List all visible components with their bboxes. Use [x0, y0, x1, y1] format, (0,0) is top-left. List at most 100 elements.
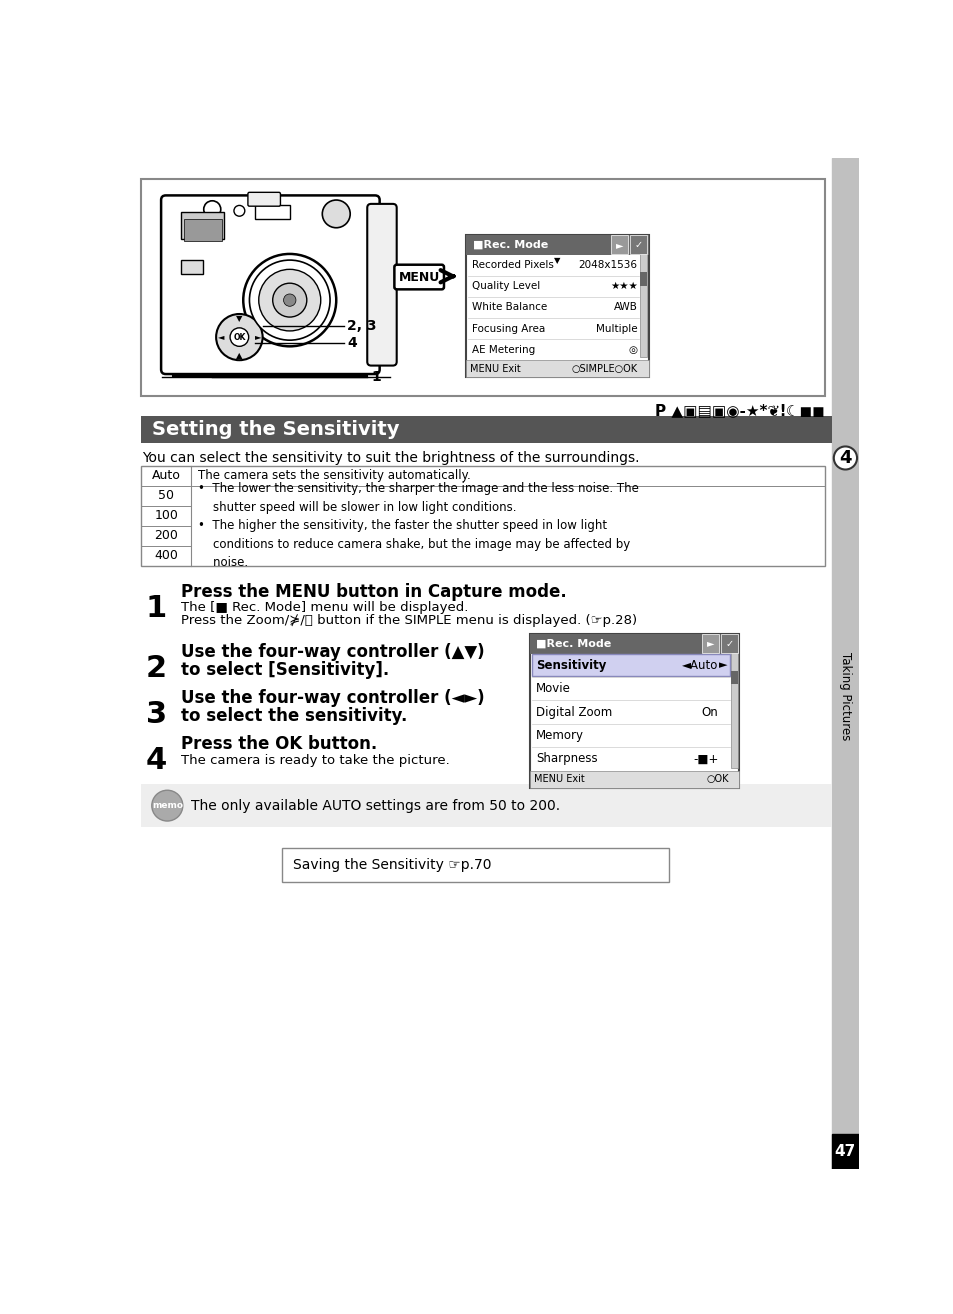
- FancyBboxPatch shape: [161, 196, 379, 374]
- FancyBboxPatch shape: [248, 192, 280, 206]
- Text: 50: 50: [158, 489, 174, 502]
- Bar: [530, 770, 739, 787]
- Bar: [141, 465, 823, 566]
- FancyBboxPatch shape: [367, 204, 396, 365]
- Text: ▼: ▼: [236, 314, 242, 323]
- Circle shape: [152, 790, 183, 821]
- Circle shape: [243, 254, 335, 347]
- Bar: [254, 205, 290, 218]
- Text: AE Metering: AE Metering: [472, 344, 535, 355]
- Text: The camera is ready to take the picture.: The camera is ready to take the picture.: [181, 754, 450, 766]
- Text: 1: 1: [146, 594, 167, 623]
- Text: Sharpness: Sharpness: [536, 753, 598, 765]
- Text: ○SIMPLE○OK: ○SIMPLE○OK: [571, 364, 637, 373]
- Circle shape: [322, 200, 350, 227]
- Circle shape: [249, 260, 330, 340]
- Text: MENU: MENU: [398, 271, 439, 284]
- Text: 1: 1: [371, 371, 380, 384]
- Text: MENU Exit: MENU Exit: [470, 364, 520, 373]
- Text: ▲: ▲: [236, 351, 242, 360]
- Text: ■Rec. Mode: ■Rec. Mode: [472, 239, 547, 250]
- Bar: [730, 650, 737, 767]
- Bar: [701, 635, 719, 653]
- Text: ✓: ✓: [724, 639, 733, 649]
- Text: ▼: ▼: [554, 256, 560, 265]
- Text: ◄: ◄: [217, 332, 224, 342]
- Text: Recorded Pixels: Recorded Pixels: [472, 260, 553, 271]
- Text: memo: memo: [152, 802, 183, 811]
- Text: ○OK: ○OK: [706, 774, 728, 784]
- Text: ◄Auto: ◄Auto: [681, 658, 718, 671]
- Bar: [639, 272, 646, 285]
- Text: 47: 47: [834, 1144, 855, 1159]
- Text: P ▲▣▤▣◉-★*❦ǃ☾◼◼: P ▲▣▤▣◉-★*❦ǃ☾◼◼: [654, 402, 823, 418]
- Circle shape: [833, 447, 856, 469]
- Circle shape: [216, 314, 262, 360]
- Bar: [181, 260, 203, 273]
- Text: Use the four-way controller (▲▼): Use the four-way controller (▲▼): [181, 643, 484, 661]
- Text: OK: OK: [233, 332, 245, 342]
- Text: Press the OK button.: Press the OK button.: [181, 735, 377, 753]
- Circle shape: [283, 294, 295, 306]
- Text: Focusing Area: Focusing Area: [472, 323, 544, 334]
- Text: The camera sets the sensitivity automatically.: The camera sets the sensitivity automati…: [197, 469, 470, 482]
- Circle shape: [233, 205, 245, 217]
- Bar: [141, 784, 831, 827]
- Circle shape: [230, 328, 249, 347]
- Text: Saving the Sensitivity ☞p.70: Saving the Sensitivity ☞p.70: [293, 858, 491, 872]
- Text: Use the four-way controller (◄►): Use the four-way controller (◄►): [181, 689, 484, 707]
- Text: -■+: -■+: [692, 753, 718, 765]
- Bar: [466, 235, 648, 255]
- Text: ►: ►: [706, 639, 714, 649]
- Text: 4: 4: [146, 746, 167, 775]
- Text: AWB: AWB: [613, 302, 637, 313]
- Text: Press the MENU button in Capture mode.: Press the MENU button in Capture mode.: [181, 582, 566, 600]
- Bar: [720, 635, 737, 653]
- Text: ►: ►: [254, 332, 261, 342]
- Text: ►: ►: [719, 660, 727, 670]
- Text: Quality Level: Quality Level: [472, 281, 539, 292]
- Text: Digital Zoom: Digital Zoom: [536, 706, 612, 719]
- Text: Sensitivity: Sensitivity: [536, 658, 606, 671]
- Bar: [530, 633, 739, 653]
- Text: Press the Zoom/⋡/⩀ button if the SIMPLE menu is displayed. (☞p.28): Press the Zoom/⋡/⩀ button if the SIMPLE …: [181, 614, 637, 627]
- Text: to select the sensitivity.: to select the sensitivity.: [181, 707, 407, 725]
- Text: Memory: Memory: [536, 729, 583, 742]
- Bar: [530, 633, 739, 787]
- Text: 3: 3: [146, 700, 167, 729]
- Bar: [466, 360, 648, 377]
- Text: Multiple: Multiple: [596, 323, 637, 334]
- Text: ■Rec. Mode: ■Rec. Mode: [536, 639, 611, 649]
- Text: 4: 4: [839, 449, 851, 466]
- Bar: [183, 218, 221, 240]
- Bar: [639, 251, 646, 357]
- Text: 4: 4: [347, 336, 356, 351]
- Text: 400: 400: [154, 549, 178, 562]
- Circle shape: [258, 269, 320, 331]
- Text: Taking Pictures: Taking Pictures: [838, 653, 851, 741]
- FancyBboxPatch shape: [394, 264, 443, 289]
- Bar: [141, 417, 831, 443]
- Bar: [466, 235, 648, 377]
- Bar: [629, 235, 646, 254]
- Bar: [181, 212, 224, 239]
- Text: MENU Exit: MENU Exit: [534, 774, 584, 784]
- Bar: [730, 670, 737, 685]
- Text: ✓: ✓: [634, 239, 642, 250]
- Bar: [282, 849, 669, 882]
- Text: Setting the Sensitivity: Setting the Sensitivity: [152, 420, 399, 439]
- Text: White Balance: White Balance: [472, 302, 547, 313]
- Text: You can select the sensitivity to suit the brightness of the surroundings.: You can select the sensitivity to suit t…: [142, 451, 639, 465]
- Text: The [■ Rec. Mode] menu will be displayed.: The [■ Rec. Mode] menu will be displayed…: [181, 602, 468, 614]
- Circle shape: [204, 201, 220, 218]
- Text: 100: 100: [154, 510, 178, 522]
- Text: ◎: ◎: [628, 344, 637, 355]
- Bar: [141, 179, 823, 397]
- Circle shape: [273, 284, 307, 317]
- Text: The only available AUTO settings are from 50 to 200.: The only available AUTO settings are fro…: [191, 799, 559, 812]
- Text: •  The lower the sensitivity, the sharper the image and the less noise. The
    : • The lower the sensitivity, the sharper…: [197, 482, 638, 569]
- Bar: [831, 1134, 858, 1169]
- Text: 2048x1536: 2048x1536: [578, 260, 637, 271]
- Text: Movie: Movie: [536, 682, 571, 695]
- Text: 2: 2: [146, 654, 167, 683]
